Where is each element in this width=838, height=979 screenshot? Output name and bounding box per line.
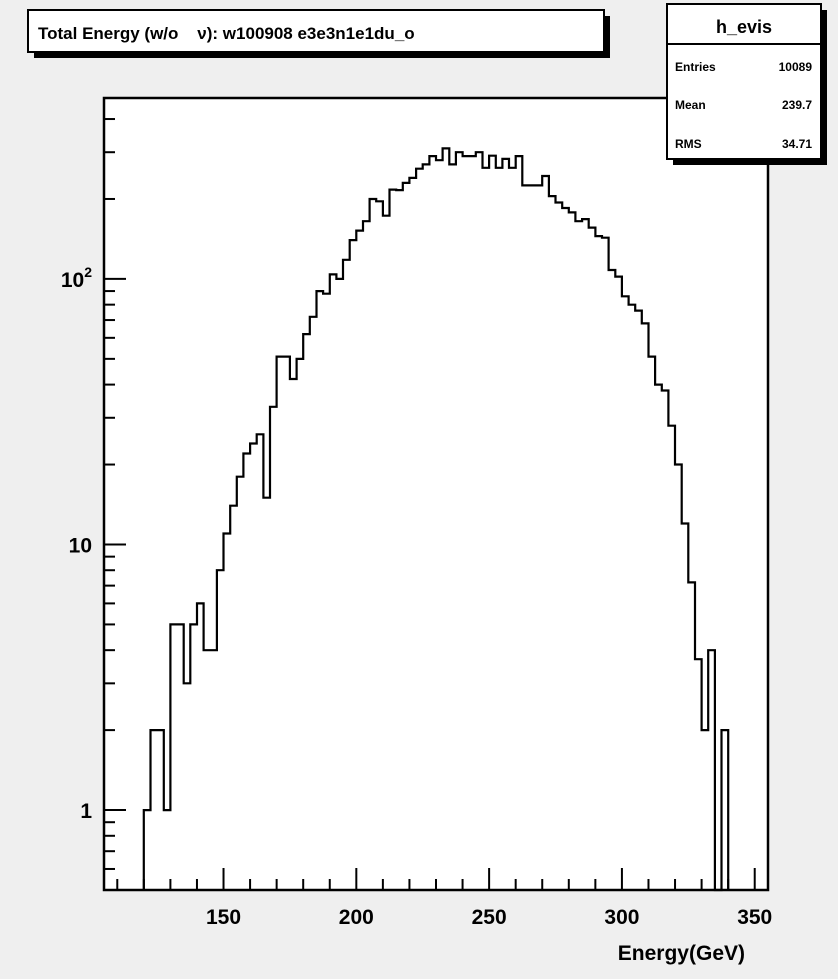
plot-border <box>102 96 770 892</box>
stats-entries-label: Entries <box>675 60 716 74</box>
x-tick-label: 350 <box>737 906 772 929</box>
y-tick-label: 102 <box>61 264 92 292</box>
histogram-line <box>142 147 730 892</box>
y-axis-ticks <box>104 118 126 891</box>
title-box <box>27 9 605 53</box>
y-tick-label: 1 <box>80 800 92 823</box>
y-tick-exponent: 2 <box>84 264 92 280</box>
x-axis-ticks <box>116 868 756 890</box>
x-tick-label: 200 <box>339 906 374 929</box>
chart-title: Total Energy (w/o ν): w100908 e3e3n1e1du… <box>38 24 415 43</box>
y-tick-base: 10 <box>69 534 92 557</box>
plot-frame <box>104 98 768 890</box>
x-axis-title: Energy(GeV) <box>618 942 745 965</box>
stats-box <box>666 3 822 160</box>
stats-rms-label: RMS <box>675 137 702 151</box>
stats-name: h_evis <box>716 17 772 37</box>
x-tick-label: 300 <box>604 906 639 929</box>
stats-mean-value: 239.7 <box>782 98 812 112</box>
stats-rms-value: 34.71 <box>782 137 812 151</box>
stats-mean-label: Mean <box>675 98 706 112</box>
stats-entries-value: 10089 <box>779 60 813 74</box>
y-tick-base: 10 <box>61 269 84 292</box>
y-tick-label: 10 <box>69 534 92 557</box>
y-tick-base: 1 <box>80 800 92 823</box>
x-tick-label: 150 <box>206 906 241 929</box>
x-tick-label: 250 <box>472 906 507 929</box>
x-tick-labels: 150 200 250 300 350 <box>206 906 772 929</box>
